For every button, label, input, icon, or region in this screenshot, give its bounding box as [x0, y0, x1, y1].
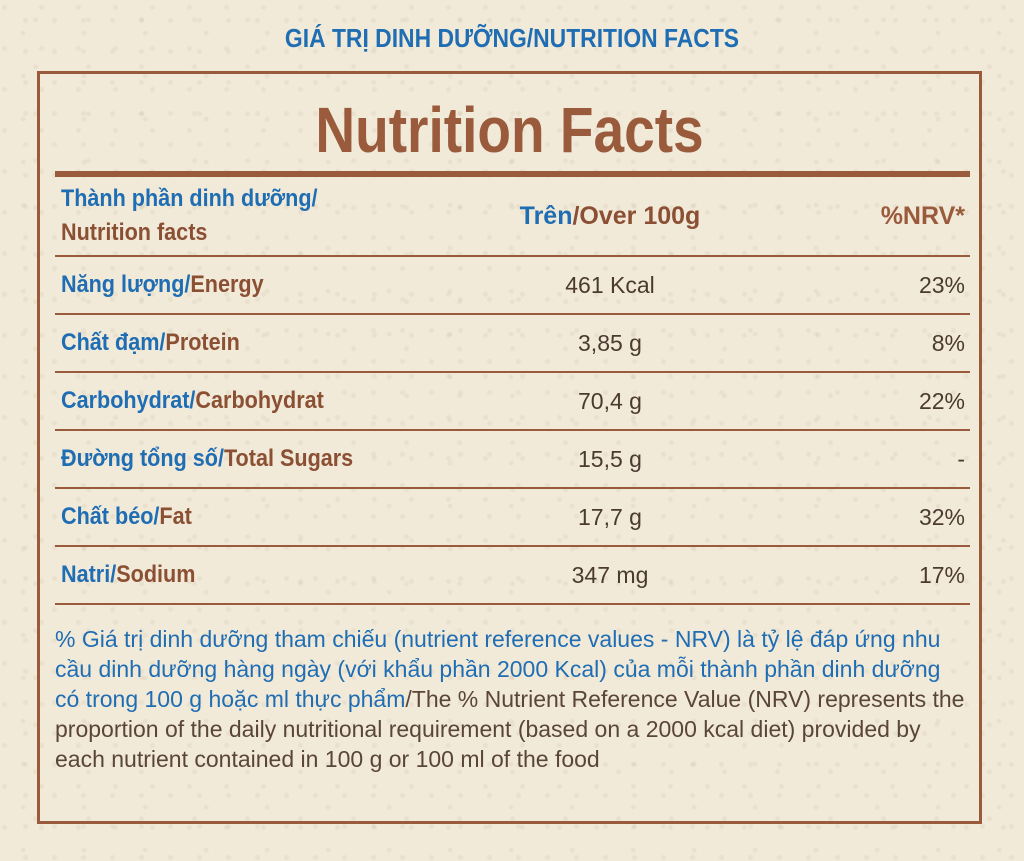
nutrient-nrv: 22%: [918, 387, 965, 414]
nutrient-name: Chất đạm/Protein: [61, 315, 491, 371]
nutrient-nrv: 8%: [931, 329, 965, 356]
nutrient-nrv: 23%: [918, 271, 965, 298]
table-row: Đường tổng số/Total Sugars 15,5 g -: [55, 431, 970, 489]
top-heading: GIÁ TRỊ DINH DƯỠNG/NUTRITION FACTS: [284, 23, 740, 53]
nutrient-name: Chất béo/Fat: [61, 489, 491, 545]
nutrient-name-en: Energy: [190, 271, 264, 298]
nrv-footnote: % Giá trị dinh dưỡng tham chiếu (nutrien…: [55, 624, 970, 774]
table-row: Carbohydrat/Carbohydrat 70,4 g 22%: [55, 373, 970, 431]
nutrient-name-en: Total Sugars: [223, 445, 354, 472]
nutrient-amount: 17,7 g: [578, 503, 642, 530]
nutrient-name: Năng lượng/Energy: [61, 257, 491, 313]
table-row: Chất béo/Fat 17,7 g 32%: [55, 489, 970, 547]
nutrient-nrv: 17%: [918, 561, 965, 588]
table-row: Natri/Sodium 347 mg 17%: [55, 547, 970, 605]
nutrition-panel: Nutrition Facts Thành phần dinh dưỡng/ N…: [37, 71, 982, 824]
nutrient-name-en: Carbohydrat: [195, 387, 324, 414]
nutrient-name-en: Sodium: [116, 561, 196, 588]
nutrient-amount: 70,4 g: [578, 387, 642, 414]
nutrient-nrv: 32%: [918, 503, 965, 530]
header-nrv-label: %NRV*: [880, 201, 965, 230]
footnote-en: /The % Nutrient Reference Value (NRV) re…: [55, 686, 965, 772]
header-amount-vi: Trên: [519, 201, 573, 230]
nutrient-name: Natri/Sodium: [61, 547, 491, 603]
table-header-row: Thành phần dinh dưỡng/ Nutrition facts T…: [55, 177, 970, 257]
nutrient-name-vi: Carbohydrat/: [61, 387, 196, 414]
table-row: Năng lượng/Energy 461 Kcal 23%: [55, 257, 970, 315]
panel-title: Nutrition Facts: [315, 94, 704, 166]
header-amount-label: Trên/Over 100g: [490, 177, 730, 255]
nutrient-name-vi: Natri/: [61, 561, 117, 588]
nutrient-amount: 3,85 g: [578, 329, 642, 356]
nutrient-amount: 461 Kcal: [565, 271, 655, 298]
nutrient-amount: 347 mg: [571, 561, 649, 588]
table-row: Chất đạm/Protein 3,85 g 8%: [55, 315, 970, 373]
nutrient-name-vi: Chất đạm/: [61, 329, 166, 356]
nutrient-name-en: Fat: [159, 503, 192, 530]
nutrient-name-en: Protein: [165, 329, 240, 356]
nutrient-name: Carbohydrat/Carbohydrat: [61, 373, 491, 429]
header-nutrient-vi: Thành phần dinh dưỡng/: [61, 185, 318, 212]
nutrient-name-vi: Chất béo/: [61, 503, 160, 530]
header-nutrient-label: Thành phần dinh dưỡng/ Nutrition facts: [61, 177, 491, 255]
nutrient-amount: 15,5 g: [578, 445, 642, 472]
nutrient-name-vi: Đường tổng số/: [61, 445, 224, 472]
nutrient-name-vi: Năng lượng/: [61, 271, 191, 298]
nutrient-name: Đường tổng số/Total Sugars: [61, 431, 491, 487]
nutrient-nrv: -: [957, 445, 965, 472]
header-amount-en: /Over 100g: [572, 201, 701, 230]
footnote-vi: % Giá trị dinh dưỡng tham chiếu (nutrien…: [55, 626, 941, 712]
title-divider: [55, 171, 970, 177]
nutrition-table: Thành phần dinh dưỡng/ Nutrition facts T…: [55, 177, 970, 605]
header-nutrient-en: Nutrition facts: [61, 219, 208, 246]
